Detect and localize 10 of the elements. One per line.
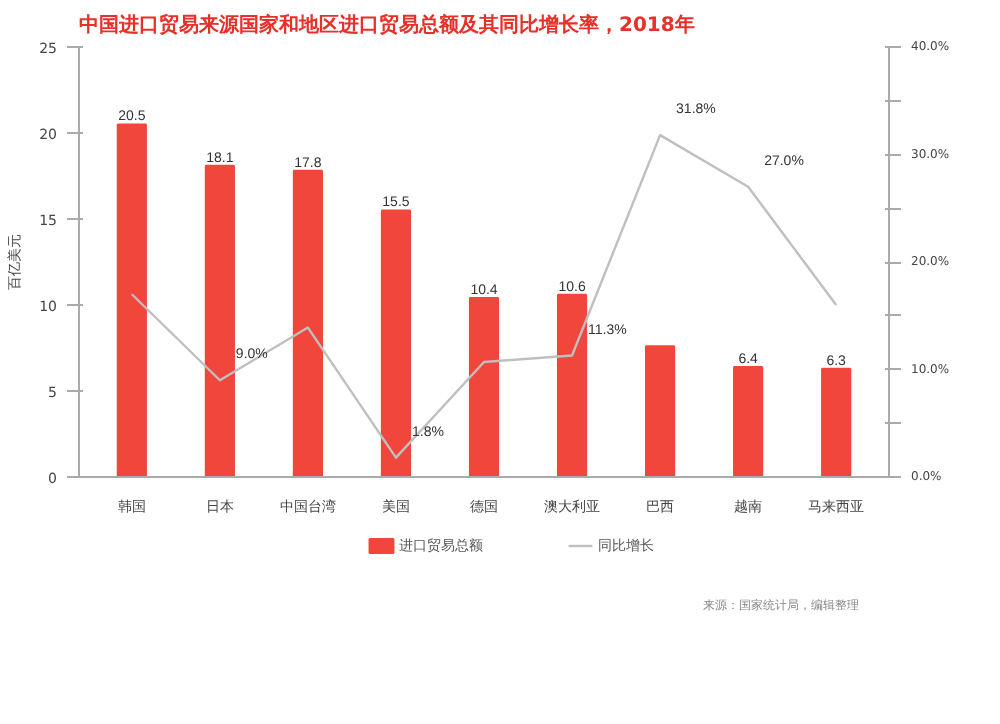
bar [468, 297, 500, 477]
bar [733, 365, 764, 477]
chart-title: 中国进口贸易来源国家和地区进口贸易总额及其同比增长率，2018年 [79, 13, 695, 37]
bar [821, 367, 852, 477]
bar [116, 123, 147, 477]
bar [204, 164, 235, 477]
bar [292, 169, 323, 477]
bar [645, 345, 676, 477]
bar [556, 293, 588, 477]
bar [380, 209, 412, 477]
